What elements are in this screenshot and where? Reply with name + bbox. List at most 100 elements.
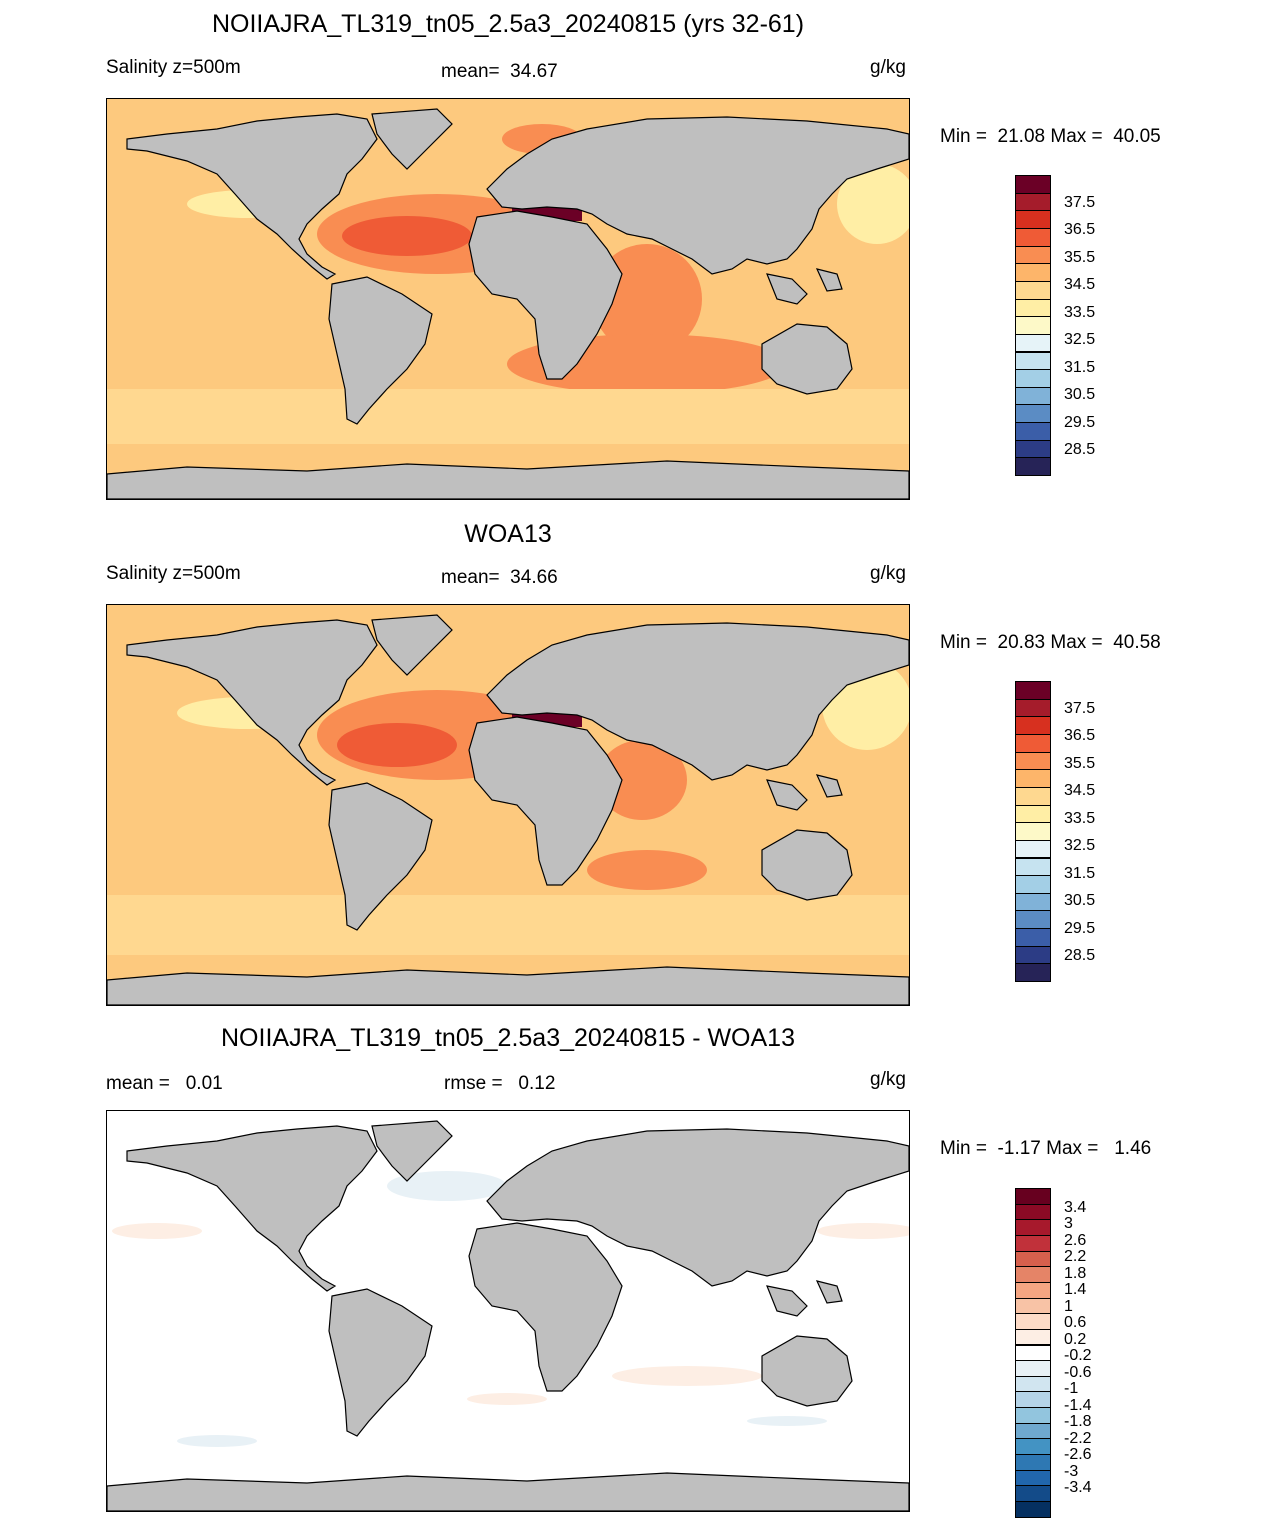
contour-positive-epacific bbox=[112, 1223, 202, 1239]
landmass-8 bbox=[107, 460, 909, 499]
colorbar-swatch bbox=[1015, 1344, 1051, 1362]
landmass-2 bbox=[328, 276, 433, 425]
colorbar-swatch bbox=[1015, 386, 1051, 406]
colorbar-swatch bbox=[1015, 1360, 1051, 1377]
landmasses bbox=[107, 614, 909, 1005]
salinity-map bbox=[106, 98, 910, 500]
landmass-0 bbox=[126, 113, 378, 280]
contour-positive-wpacific bbox=[817, 1223, 909, 1239]
colorbar-label: -2.6 bbox=[1064, 1446, 1092, 1464]
mean-label: mean = 0.01 bbox=[106, 1073, 223, 1094]
landmass-4 bbox=[468, 1222, 623, 1392]
colorbar-label: 2.2 bbox=[1064, 1248, 1087, 1266]
colorbar-swatch bbox=[1015, 457, 1051, 477]
colorbar-swatch bbox=[1015, 1266, 1051, 1283]
panel-title: NOIIAJRA_TL319_tn05_2.5a3_20240815 - WOA… bbox=[221, 1024, 795, 1052]
colorbar-label: 36.5 bbox=[1064, 727, 1096, 745]
colorbar-label: 1 bbox=[1064, 1297, 1073, 1315]
colorbar-label: 3 bbox=[1064, 1215, 1073, 1233]
colorbar-label: 35.5 bbox=[1064, 754, 1096, 772]
min-max-label: Min = 21.08 Max = 40.05 bbox=[940, 126, 1161, 147]
colorbar-swatch bbox=[1015, 175, 1051, 194]
colorbar-label: 3.4 bbox=[1064, 1198, 1087, 1216]
contour-positive-satl bbox=[467, 1393, 547, 1405]
colorbar-label: 30.5 bbox=[1064, 892, 1096, 910]
colorbar-label: 30.5 bbox=[1064, 386, 1096, 404]
landmass-1 bbox=[371, 1120, 453, 1182]
colorbar-swatch bbox=[1015, 822, 1051, 841]
panel-title: NOIIAJRA_TL319_tn05_2.5a3_20240815 (yrs … bbox=[211, 10, 805, 38]
colorbar-swatch bbox=[1015, 439, 1051, 459]
colorbar-label: 33.5 bbox=[1064, 809, 1096, 827]
panel-title: WOA13 bbox=[464, 520, 552, 548]
colorbar-swatch bbox=[1015, 1375, 1051, 1393]
contour-positive-indian bbox=[612, 1366, 762, 1386]
salinity-map bbox=[106, 604, 910, 1006]
contour-negative-natl bbox=[387, 1171, 507, 1201]
difference-map bbox=[106, 1110, 910, 1512]
colorbar-swatch bbox=[1015, 1469, 1051, 1487]
landmass-7 bbox=[815, 1280, 843, 1304]
colorbar-swatch bbox=[1015, 1328, 1051, 1346]
colorbar-swatch bbox=[1015, 1438, 1051, 1456]
landmass-2 bbox=[328, 1288, 433, 1437]
colorbar-swatch bbox=[1015, 1203, 1051, 1221]
landmass-6 bbox=[766, 1285, 808, 1317]
colorbar-swatch bbox=[1015, 769, 1051, 788]
colorbar-swatch bbox=[1015, 1407, 1051, 1424]
colorbar-swatch bbox=[1015, 751, 1051, 771]
landmass-4 bbox=[468, 716, 623, 886]
colorbar-label: 37.5 bbox=[1064, 699, 1096, 717]
colorbar-label: -3 bbox=[1064, 1462, 1079, 1480]
colorbar-swatch bbox=[1015, 1250, 1051, 1268]
colorbar-swatch bbox=[1015, 1391, 1051, 1409]
landmass-4 bbox=[468, 210, 623, 380]
colorbar-swatch bbox=[1015, 192, 1051, 212]
variable-label: Salinity z=500m bbox=[106, 57, 241, 78]
colorbar-swatch bbox=[1015, 910, 1051, 930]
contour-natl-core bbox=[337, 723, 457, 767]
landmass-7 bbox=[815, 268, 843, 292]
landmass-1 bbox=[371, 108, 453, 170]
min-max-label: Min = 20.83 Max = 40.58 bbox=[940, 632, 1161, 653]
colorbar-label: -1.4 bbox=[1064, 1396, 1092, 1414]
colorbar-swatch bbox=[1015, 1485, 1051, 1502]
colorbar-swatch bbox=[1015, 945, 1051, 965]
landmass-6 bbox=[766, 779, 808, 811]
landmass-0 bbox=[126, 619, 378, 786]
colorbar-swatch bbox=[1015, 963, 1051, 983]
colorbar-label: 29.5 bbox=[1064, 919, 1096, 937]
map-canvas bbox=[107, 1111, 909, 1511]
colorbar-swatch bbox=[1015, 280, 1051, 300]
colorbar-label: 2.6 bbox=[1064, 1231, 1087, 1249]
landmass-5 bbox=[761, 829, 853, 901]
colorbar-swatch bbox=[1015, 1501, 1051, 1518]
colorbar-swatch bbox=[1015, 839, 1051, 859]
landmass-8 bbox=[107, 966, 909, 1005]
difference-field bbox=[112, 1171, 909, 1447]
mean-label: mean= 34.66 bbox=[441, 567, 558, 588]
colorbar-label: 31.5 bbox=[1064, 864, 1096, 882]
colorbar-label: 0.6 bbox=[1064, 1314, 1087, 1332]
map-canvas bbox=[107, 99, 909, 499]
colorbar-swatch bbox=[1015, 681, 1051, 700]
landmass-3 bbox=[486, 116, 909, 275]
landmass-2 bbox=[328, 782, 433, 931]
colorbar-label: -2.2 bbox=[1064, 1429, 1092, 1447]
contour-natl-core bbox=[342, 216, 472, 256]
landmass-6 bbox=[766, 273, 808, 305]
contour-arabian-sea bbox=[597, 740, 687, 820]
colorbar-label: 32.5 bbox=[1064, 331, 1096, 349]
colorbar-label: 37.5 bbox=[1064, 193, 1096, 211]
colorbar-label: 32.5 bbox=[1064, 837, 1096, 855]
colorbar-swatch bbox=[1015, 351, 1051, 371]
colorbar-label: 1.4 bbox=[1064, 1281, 1087, 1299]
colorbar-swatch bbox=[1015, 245, 1051, 265]
colorbar-swatch bbox=[1015, 1219, 1051, 1236]
units-label: g/kg bbox=[870, 1069, 906, 1090]
landmass-0 bbox=[126, 1125, 378, 1292]
colorbar-swatch bbox=[1015, 422, 1051, 441]
colorbar-label: 34.5 bbox=[1064, 782, 1096, 800]
map-canvas bbox=[107, 605, 909, 1005]
colorbar-swatch bbox=[1015, 263, 1051, 282]
